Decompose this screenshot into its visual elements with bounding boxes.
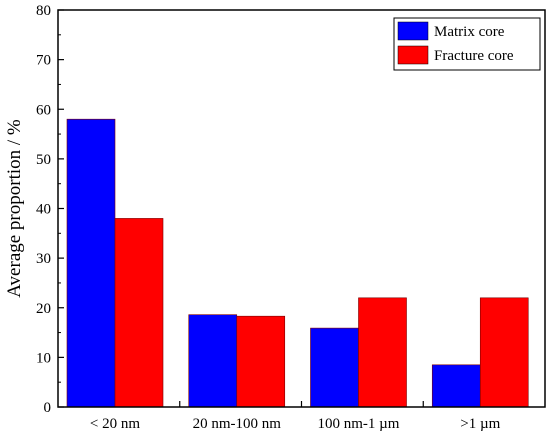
y-tick-label: 50 <box>36 152 51 168</box>
legend-swatch <box>397 45 429 65</box>
y-tick-label: 60 <box>36 102 51 118</box>
bar-matrix-3 <box>431 364 481 408</box>
x-tick-label: < 20 nm <box>90 416 140 432</box>
y-tick-label: 70 <box>36 53 51 69</box>
y-axis-title: Average proportion / % <box>4 119 25 298</box>
x-tick-label: 20 nm-100 nm <box>193 416 282 432</box>
x-tick-label: 100 nm-1 µm <box>318 416 400 432</box>
y-tick-label: 0 <box>44 400 52 416</box>
x-tick-label: >1 µm <box>460 416 500 432</box>
legend-swatch <box>397 21 429 41</box>
x-axis-ticks: < 20 nm 20 nm-100 nm 100 nm-1 µm >1 µm <box>90 401 501 432</box>
legend-label: Matrix core <box>434 24 505 40</box>
y-tick-label: 40 <box>36 202 51 218</box>
bar-fracture-1 <box>236 315 286 408</box>
legend: Matrix core Fracture core <box>393 17 541 71</box>
y-tick-label: 80 <box>36 3 51 19</box>
y-tick-label: 20 <box>36 301 51 317</box>
bars-layer <box>66 118 529 408</box>
bar-fracture-2 <box>358 297 407 408</box>
bar-matrix-2 <box>310 327 359 408</box>
y-tick-label: 10 <box>36 350 51 366</box>
y-tick-label: 30 <box>36 251 51 267</box>
bar-fracture-3 <box>479 297 529 408</box>
legend-label: Fracture core <box>434 48 514 64</box>
bar-matrix-0 <box>66 118 116 408</box>
bar-fracture-0 <box>114 218 164 408</box>
y-axis-ticks: 0 10 20 30 40 50 60 70 80 <box>36 3 64 416</box>
bar-matrix-1 <box>188 314 238 408</box>
plot-frame <box>57 9 546 408</box>
